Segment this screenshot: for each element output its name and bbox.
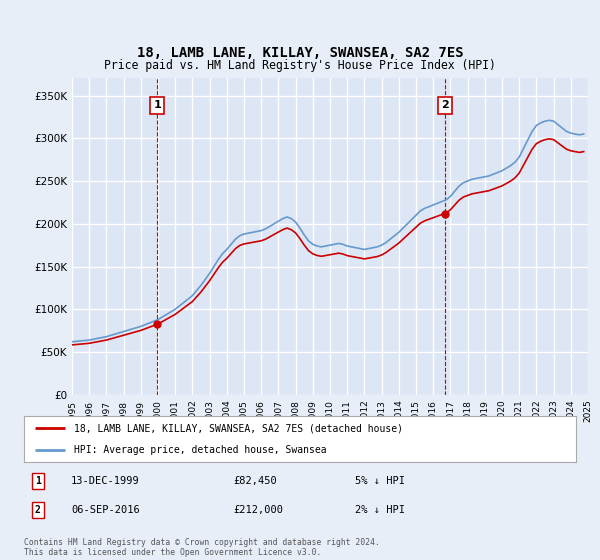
Text: 1: 1: [35, 476, 41, 486]
Text: HPI: Average price, detached house, Swansea: HPI: Average price, detached house, Swan…: [74, 445, 326, 455]
Text: 5% ↓ HPI: 5% ↓ HPI: [355, 476, 405, 486]
Text: £82,450: £82,450: [234, 476, 278, 486]
Text: 18, LAMB LANE, KILLAY, SWANSEA, SA2 7ES (detached house): 18, LAMB LANE, KILLAY, SWANSEA, SA2 7ES …: [74, 423, 403, 433]
Text: 2% ↓ HPI: 2% ↓ HPI: [355, 505, 405, 515]
Text: 13-DEC-1999: 13-DEC-1999: [71, 476, 140, 486]
Text: £212,000: £212,000: [234, 505, 284, 515]
Text: Contains HM Land Registry data © Crown copyright and database right 2024.
This d: Contains HM Land Registry data © Crown c…: [24, 538, 380, 557]
Text: 2: 2: [441, 100, 449, 110]
Text: 18, LAMB LANE, KILLAY, SWANSEA, SA2 7ES: 18, LAMB LANE, KILLAY, SWANSEA, SA2 7ES: [137, 46, 463, 60]
Text: 1: 1: [153, 100, 161, 110]
Text: Price paid vs. HM Land Registry's House Price Index (HPI): Price paid vs. HM Land Registry's House …: [104, 59, 496, 72]
Text: 06-SEP-2016: 06-SEP-2016: [71, 505, 140, 515]
Text: 2: 2: [35, 505, 41, 515]
